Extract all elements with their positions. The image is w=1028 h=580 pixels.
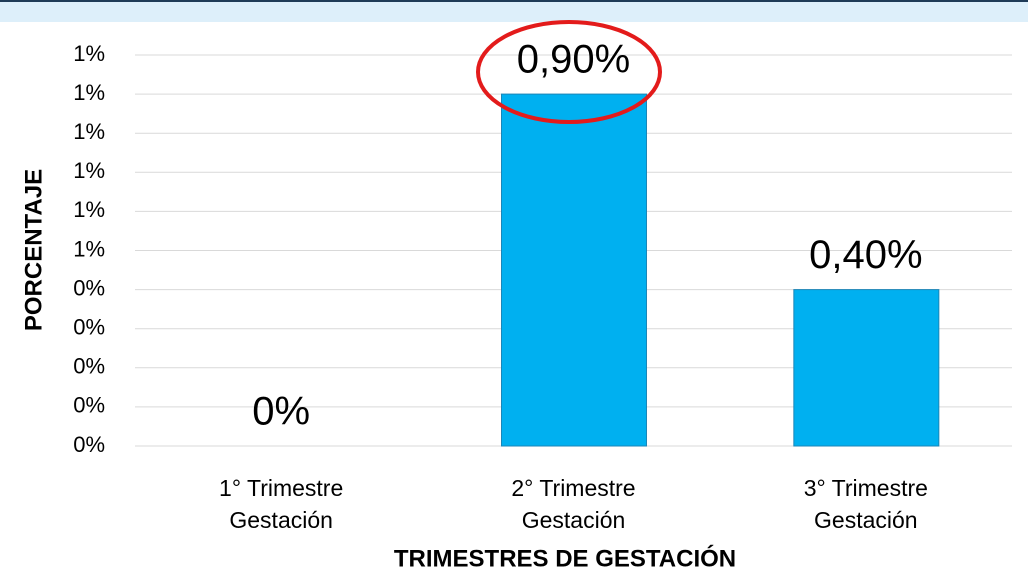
bars: 0% 0,90% 0,40% xyxy=(252,38,940,447)
bar xyxy=(501,93,647,447)
y-tick-label: 1% xyxy=(73,197,105,222)
y-tick-label: 1% xyxy=(73,41,105,66)
data-label: 0,40% xyxy=(809,233,922,277)
x-axis-title: TRIMESTRES DE GESTACIÓN xyxy=(394,544,736,572)
y-tick-label: 1% xyxy=(73,236,105,261)
y-tick-label: 1% xyxy=(73,158,105,183)
banner xyxy=(0,0,1028,22)
bar xyxy=(793,289,940,447)
y-axis-title: PORCENTAJE xyxy=(20,169,47,331)
y-tick-label: 0% xyxy=(73,275,105,300)
data-label: 0,90% xyxy=(517,38,630,82)
y-tick-label: 0% xyxy=(73,432,105,457)
highlight-ellipse xyxy=(476,20,662,124)
y-tick-label: 1% xyxy=(73,80,105,105)
y-tick-label: 0% xyxy=(73,354,105,379)
x-tick-label: 3° Trimestre Gestación xyxy=(803,475,928,533)
x-tick-label: 2° Trimestre Gestación xyxy=(511,475,636,533)
y-tick-label: 0% xyxy=(73,315,105,340)
y-tick-label: 1% xyxy=(73,119,105,144)
x-tick-label: 1° Trimestre Gestación xyxy=(219,475,344,533)
data-label: 0% xyxy=(252,390,310,434)
y-tick-label: 0% xyxy=(73,393,105,418)
